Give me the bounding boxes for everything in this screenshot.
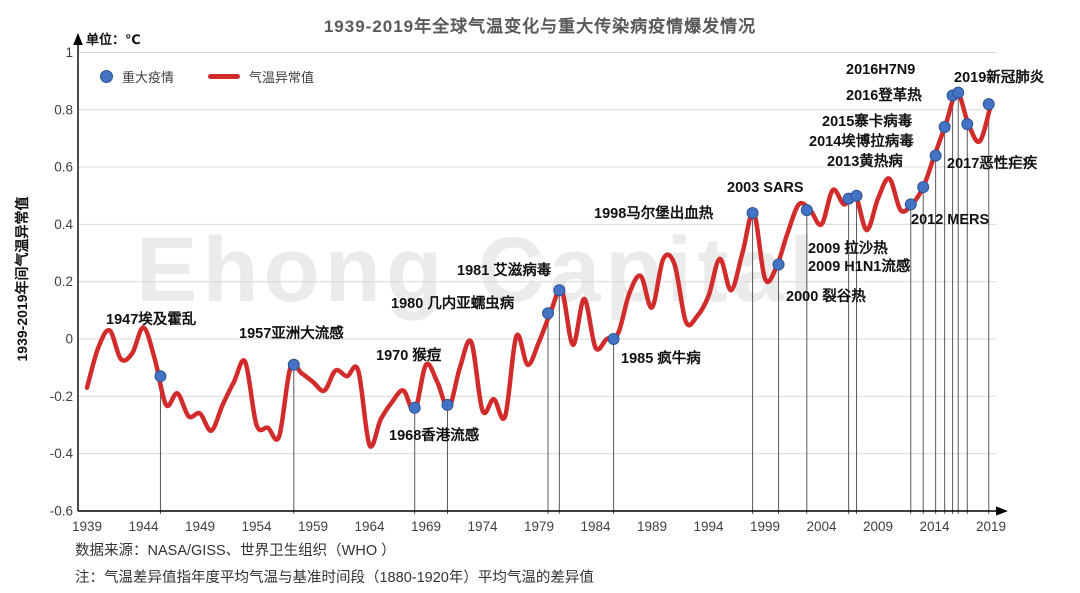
x-tick-label: 1964: [354, 519, 385, 534]
epidemic-label: 2003 SARS: [727, 180, 804, 196]
epidemic-dot: [929, 149, 942, 162]
y-tick-label: 0.4: [54, 217, 73, 232]
x-tick-label: 2004: [806, 519, 837, 534]
epidemic-dot: [553, 284, 566, 297]
x-tick-label: 1974: [467, 519, 498, 534]
epidemic-label: 2009 H1N1流感: [808, 259, 911, 275]
epidemic-dot: [746, 206, 759, 219]
x-tick-label: 2014: [919, 519, 950, 534]
x-tick-label: 1954: [241, 519, 272, 534]
epidemic-dot: [850, 189, 863, 202]
epidemic-label: 2019新冠肺炎: [954, 70, 1045, 86]
epidemic-dot: [772, 258, 785, 271]
x-axis-arrow-icon: [996, 506, 1008, 516]
y-tick-label: 1: [65, 45, 73, 60]
y-tick-label: -0.2: [50, 389, 73, 404]
epidemic-dot: [154, 370, 167, 383]
data-source-note: 数据来源：NASA/GISS、世界卫生组织（WHO ）: [75, 543, 396, 559]
epidemic-dot: [982, 98, 995, 111]
definition-note: 注：气温差异值指年度平均气温与基准时间段（1880-1920年）平均气温的差异值: [75, 570, 594, 586]
epidemic-label: 2013黄热病: [827, 154, 903, 170]
temperature-anomaly-line: [84, 90, 994, 449]
y-tick-label: 0.8: [54, 102, 73, 117]
epidemic-label: 1970 猴痘: [376, 348, 442, 364]
epidemic-dot: [542, 307, 555, 320]
watermark: Ehong Capital: [136, 219, 820, 321]
x-tick-label: 1944: [128, 519, 159, 534]
x-tick-label: 1959: [298, 519, 328, 534]
epidemic-label: 1998马尔堡出血热: [594, 206, 714, 222]
legend: 重大疫情 气温异常值: [100, 67, 314, 86]
epidemic-label: 2017恶性疟疾: [947, 156, 1038, 172]
legend-temperature-label: 气温异常值: [249, 70, 315, 85]
x-tick-label: 2019: [976, 519, 1006, 534]
epidemic-dot: [904, 198, 917, 211]
epidemic-dot: [952, 86, 965, 99]
y-tick-label: 0: [65, 332, 73, 347]
x-tick-label: 1939: [72, 519, 102, 534]
unit-label: 单位：℃: [86, 32, 141, 47]
x-tick-label: 2009: [863, 519, 893, 534]
x-tick-label: 1979: [524, 519, 554, 534]
epidemic-dot: [441, 398, 454, 411]
epidemic-dot: [287, 358, 300, 371]
x-tick-label: 1999: [750, 519, 780, 534]
chart-title: 1939-2019年全球气温变化与重大传染病疫情爆发情况: [323, 17, 757, 36]
y-tick-label: 0.6: [54, 160, 73, 175]
temperature-line-icon: [208, 74, 241, 79]
epidemic-label: 1947埃及霍乱: [106, 312, 197, 328]
epidemic-label: 1985 疯牛病: [621, 351, 701, 367]
y-tick-label: -0.4: [50, 446, 74, 461]
x-tick-label: 1989: [637, 519, 667, 534]
epidemic-label: 1980 几内亚蠕虫病: [391, 296, 515, 312]
epidemic-label: 2000 裂谷热: [786, 289, 866, 305]
y-tick-label: -0.6: [50, 503, 73, 518]
epidemic-label: 2012 MERS: [911, 212, 990, 228]
x-tick-label: 1969: [411, 519, 441, 534]
y-tick-label: 0.2: [54, 274, 73, 289]
epidemic-dot: [961, 118, 974, 131]
epidemic-dot: [607, 333, 620, 345]
epidemic-dot: [800, 204, 813, 217]
epidemic-dot: [938, 120, 951, 133]
x-tick-label: 1994: [693, 519, 724, 534]
epidemic-dot: [408, 401, 421, 414]
y-axis-arrow-icon: [73, 33, 83, 45]
epidemic-label: 2014埃博拉病毒: [809, 134, 914, 150]
epidemic-label: 1981 艾滋病毒: [457, 263, 552, 279]
x-tick-label: 1984: [580, 519, 611, 534]
epidemic-label: 1968香港流感: [389, 428, 480, 444]
epidemic-label: 2016登革热: [846, 88, 922, 104]
epidemic-dot: [917, 181, 930, 194]
epidemic-label: 2016H7N9: [846, 62, 916, 78]
legend-epidemic-label: 重大疫情: [122, 70, 175, 85]
epidemic-label: 2015寨卡病毒: [822, 114, 913, 130]
footer: 数据来源：NASA/GISS、世界卫生组织（WHO ） 注：气温差异值指年度平均…: [75, 539, 594, 593]
epidemic-label: 2009 拉沙热: [808, 241, 888, 257]
epidemic-label: 1957亚洲大流感: [239, 326, 344, 342]
epidemic-dot-icon: [100, 70, 113, 83]
x-tick-label: 1949: [185, 519, 215, 534]
